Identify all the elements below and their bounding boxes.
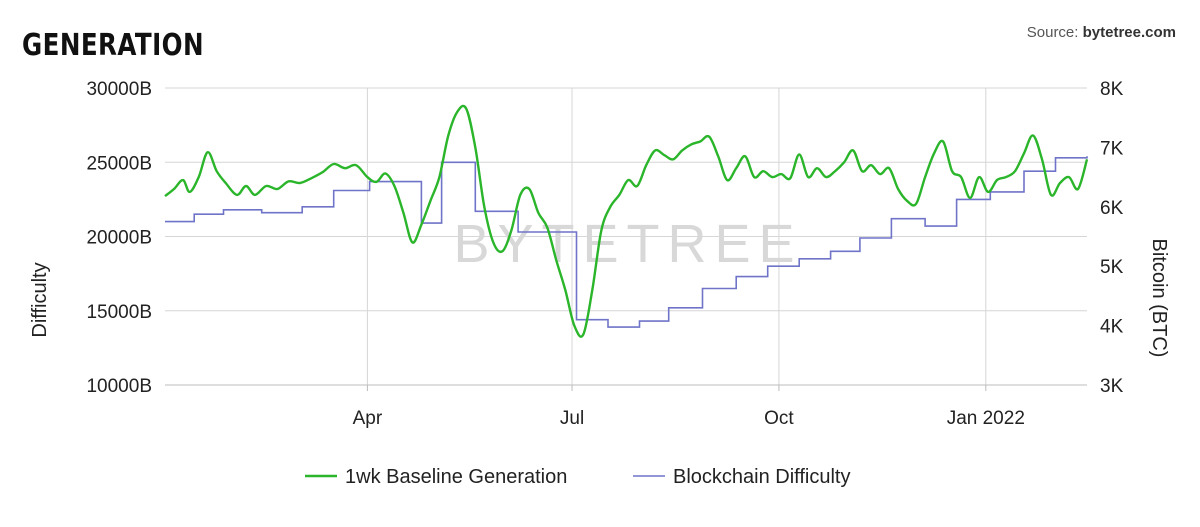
x-tick-label: Jul [560, 408, 584, 429]
source-credit: Source: bytetree.com [1027, 24, 1176, 41]
left-tick-label: 15000B [86, 302, 152, 323]
left-tick-label: 30000B [86, 79, 152, 100]
series-blockchain-difficulty [165, 156, 1088, 328]
x-tick-label: Oct [764, 408, 794, 429]
legend-item-label[interactable]: 1wk Baseline Generation [345, 466, 567, 488]
grid-lines [165, 87, 1087, 386]
left-tick-label: 20000B [86, 228, 152, 249]
left-tick-label: 10000B [86, 376, 152, 397]
source-name: bytetree.com [1082, 24, 1176, 41]
legend: 1wk Baseline Generation Blockchain Diffic… [305, 466, 850, 488]
x-tick-label: Jan 2022 [947, 408, 1025, 429]
left-axis-title: Difficulty [29, 262, 51, 337]
right-tick-label: 5K [1100, 257, 1124, 278]
x-axis-ticks: Apr Jul Oct Jan 2022 [353, 385, 1025, 429]
right-axis-ticks: 3K 4K 5K 6K 7K 8K [1100, 79, 1124, 397]
source-label: Source: [1026, 24, 1083, 41]
x-tick-label: Apr [353, 408, 383, 429]
watermark: BYTETREE [453, 214, 802, 274]
left-axis-ticks: 10000B 15000B 20000B 25000B 30000B [86, 79, 152, 397]
left-tick-label: 25000B [86, 153, 152, 174]
series-layer [164, 104, 1089, 338]
right-tick-label: 7K [1100, 138, 1124, 159]
right-tick-label: 6K [1100, 198, 1124, 219]
page-title: GENERATION [22, 28, 205, 63]
right-axis-title: Bitcoin (BTC) [1148, 239, 1170, 358]
legend-item-label[interactable]: Blockchain Difficulty [673, 466, 850, 488]
series-1wk-baseline-generation [164, 104, 1089, 338]
right-tick-label: 3K [1100, 376, 1124, 397]
right-tick-label: 4K [1100, 317, 1124, 338]
right-tick-label: 8K [1100, 79, 1124, 100]
